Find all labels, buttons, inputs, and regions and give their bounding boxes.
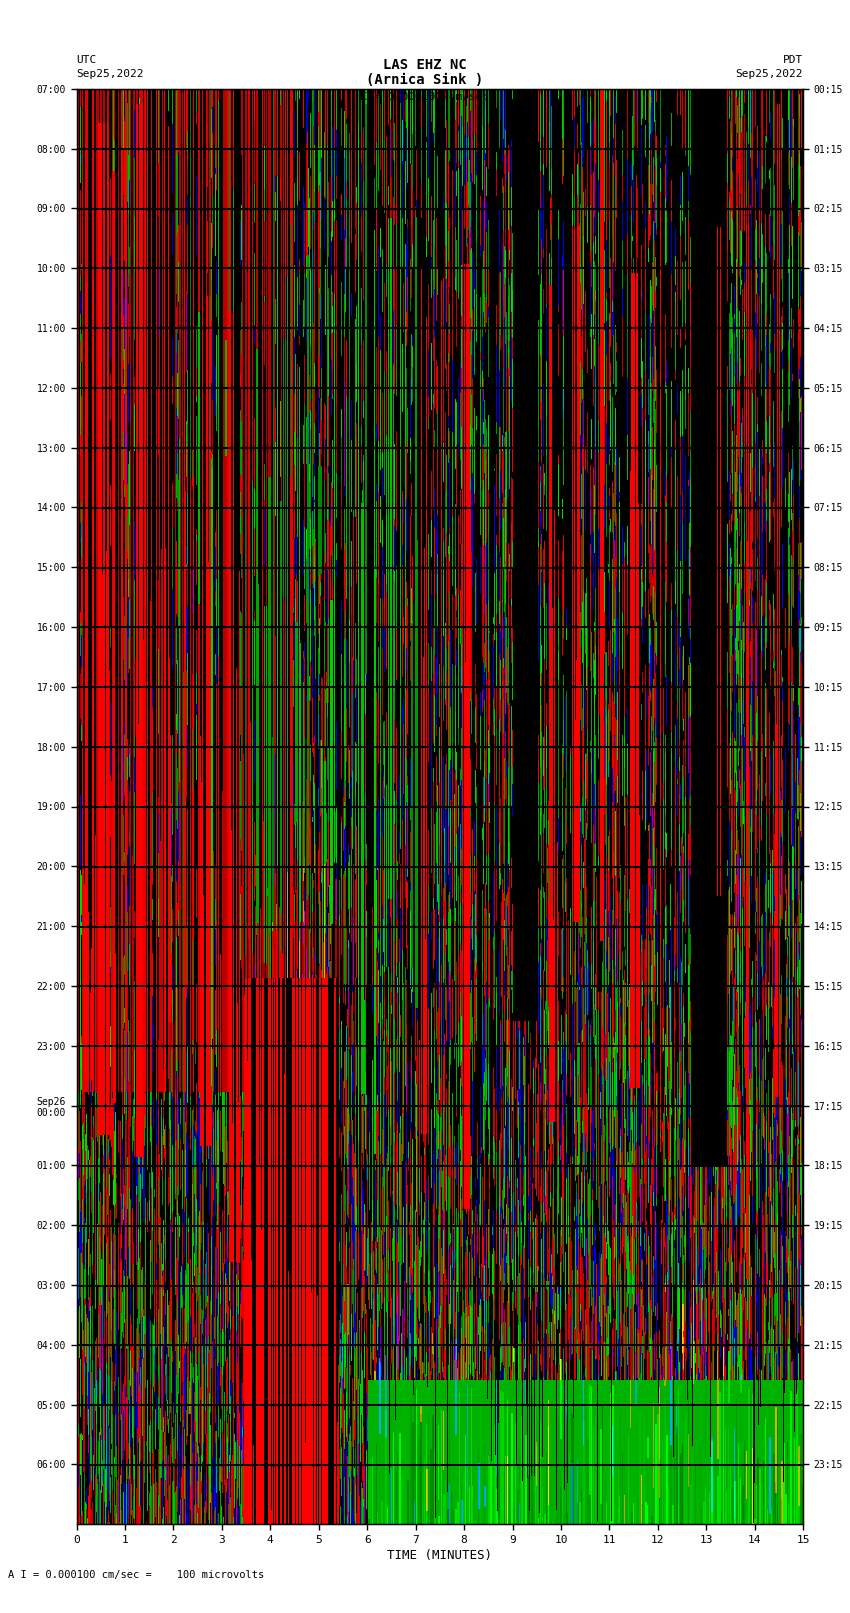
Text: Sep25,2022: Sep25,2022 — [736, 69, 803, 79]
Text: UTC: UTC — [76, 55, 97, 65]
Text: (Arnica Sink ): (Arnica Sink ) — [366, 73, 484, 87]
X-axis label: TIME (MINUTES): TIME (MINUTES) — [388, 1548, 492, 1561]
Text: Sep25,2022: Sep25,2022 — [76, 69, 144, 79]
Text: LAS EHZ NC: LAS EHZ NC — [383, 58, 467, 73]
Text: PDT: PDT — [783, 55, 803, 65]
Text: A I = 0.000100 cm/sec =    100 microvolts: A I = 0.000100 cm/sec = 100 microvolts — [8, 1569, 264, 1579]
Text: I = 0.000100 cm/sec: I = 0.000100 cm/sec — [361, 92, 489, 102]
